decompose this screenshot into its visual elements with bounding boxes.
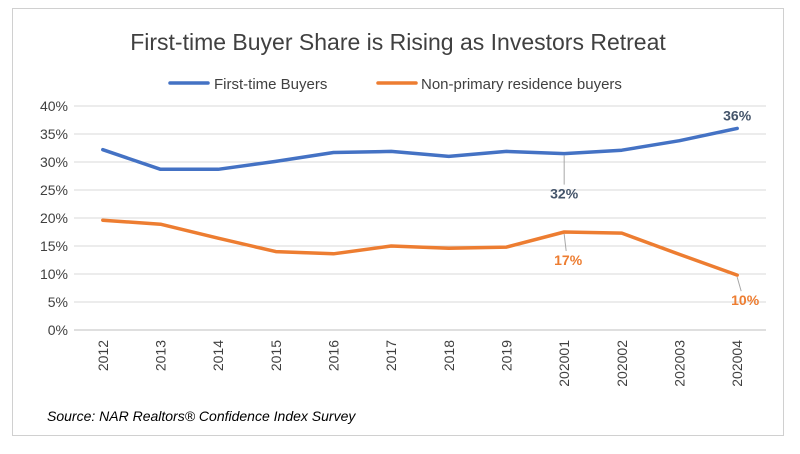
gridlines [74, 105, 766, 331]
x-tick-label: 202004 [729, 340, 745, 387]
y-tick-label: 40% [40, 98, 68, 114]
x-tick-label: 2016 [326, 340, 342, 371]
data-label: 10% [731, 292, 760, 308]
y-tick-label: 30% [40, 154, 68, 170]
x-tick-label: 2018 [441, 340, 457, 371]
x-tick-label: 202001 [556, 340, 572, 387]
y-tick-label: 35% [40, 126, 68, 142]
x-tick-label: 2012 [95, 340, 111, 371]
y-tick-label: 0% [48, 322, 68, 338]
y-tick-label: 20% [40, 210, 68, 226]
x-tick-label: 202002 [614, 340, 630, 387]
legend: First-time Buyers Non-primary residence b… [168, 76, 622, 93]
x-tick-label: 2014 [210, 340, 226, 371]
y-tick-label: 15% [40, 238, 68, 254]
annotation-leader [563, 233, 567, 252]
x-tick-label: 2019 [499, 340, 515, 371]
source-note: Source: NAR Realtors® Confidence Index S… [47, 408, 356, 424]
data-label: 17% [554, 252, 583, 268]
chart-title: First-time Buyer Share is Rising as Inve… [130, 29, 666, 55]
y-tick-label: 5% [48, 294, 68, 310]
legend-label: Non-primary residence buyers [421, 76, 622, 93]
y-tick-label: 10% [40, 266, 68, 282]
x-tick-label: 202003 [672, 340, 688, 387]
annotation-leader [736, 276, 742, 292]
series-lines [101, 126, 739, 277]
x-tick-label: 2017 [383, 340, 399, 371]
annotations: 36% 32% 17% 10% [550, 107, 760, 308]
x-tick-label: 2015 [268, 340, 284, 371]
y-axis: 0% 5% 10% 15% 20% 25% 30% 35% 40% [40, 98, 68, 338]
y-tick-label: 25% [40, 182, 68, 198]
legend-label: First-time Buyers [214, 76, 327, 93]
x-axis: 2012 2013 2014 2015 2016 2017 2018 2019 202001 20… [95, 340, 745, 387]
data-label: 36% [723, 107, 752, 123]
series-line-non-primary-buyers [101, 218, 739, 277]
x-tick-label: 2013 [153, 340, 169, 371]
series-line-first-time-buyers [101, 126, 739, 172]
data-label: 32% [550, 186, 579, 202]
